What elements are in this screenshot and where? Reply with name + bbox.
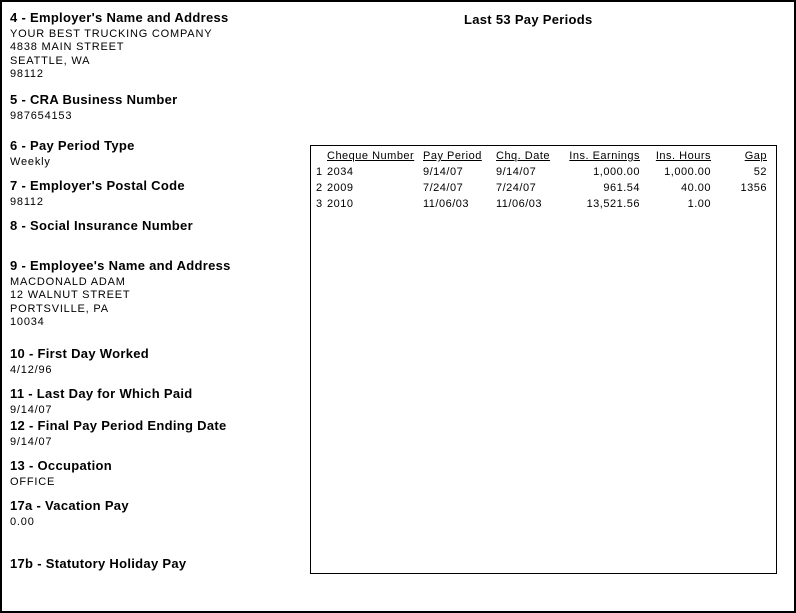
- field-values: Weekly: [10, 156, 135, 169]
- field-label: 17b - Statutory Holiday Pay: [10, 556, 187, 571]
- field-value-line: OFFICE: [10, 476, 56, 488]
- field-values: YOUR BEST TRUCKING COMPANY 4838 MAIN STR…: [10, 28, 229, 82]
- field-employer-postal-code: 7 - Employer's Postal Code 98112: [10, 178, 185, 209]
- field-value-line: 10034: [10, 316, 45, 329]
- col-header-cheque-number: Cheque Number: [327, 150, 415, 162]
- cell-cheque-number: 2034: [327, 166, 354, 178]
- pay-periods-title: Last 53 Pay Periods: [464, 12, 593, 27]
- table-header-row: Cheque Number Pay Period Chq. Date Ins. …: [311, 149, 776, 164]
- field-values: OFFICE: [10, 476, 112, 489]
- field-label: 10 - First Day Worked: [10, 346, 149, 361]
- row-number: 3: [316, 198, 323, 210]
- field-last-day-paid: 11 - Last Day for Which Paid 9/14/07: [10, 386, 193, 417]
- field-value-line: 12 WALNUT STREET: [10, 289, 131, 302]
- field-values: 987654153: [10, 110, 178, 123]
- cell-pay-period: 9/14/07: [423, 166, 464, 178]
- field-statutory-holiday-pay: 17b - Statutory Holiday Pay: [10, 556, 186, 571]
- field-label: 13 - Occupation: [10, 458, 113, 473]
- col-header-chq-date: Chq. Date: [496, 150, 551, 162]
- col-header-ins-earnings: Ins. Earnings: [569, 150, 640, 162]
- pay-periods-table: Cheque Number Pay Period Chq. Date Ins. …: [311, 149, 776, 212]
- cell-cheque-number: 2010: [327, 198, 354, 210]
- field-first-day-worked: 10 - First Day Worked 4/12/96: [10, 346, 149, 377]
- field-value-line: 9/14/07: [10, 404, 53, 416]
- col-header-ins-hours: Ins. Hours: [655, 150, 711, 162]
- field-value-line: YOUR BEST TRUCKING COMPANY: [10, 28, 213, 40]
- table-row: 3 2010 11/06/03 11/06/03 13,521.56 1.00: [311, 196, 776, 212]
- field-value-line: 0.00: [10, 516, 35, 528]
- cell-pay-period: 7/24/07: [423, 182, 464, 194]
- cell-gap: 52: [753, 166, 767, 178]
- field-value-line: 4838 MAIN STREET: [10, 41, 125, 54]
- field-occupation: 13 - Occupation OFFICE: [10, 458, 112, 489]
- cell-chq-date: 11/06/03: [496, 198, 543, 210]
- cell-chq-date: 9/14/07: [496, 166, 537, 178]
- field-label: 4 - Employer's Name and Address: [10, 10, 229, 25]
- field-label: 5 - CRA Business Number: [10, 92, 178, 107]
- table-row: 1 2034 9/14/07 9/14/07 1,000.00 1,000.00…: [311, 164, 776, 180]
- field-pay-period-type: 6 - Pay Period Type Weekly: [10, 138, 135, 169]
- row-number: 2: [316, 182, 323, 194]
- field-label: 6 - Pay Period Type: [10, 138, 135, 153]
- field-values: 9/14/07: [10, 404, 193, 417]
- cell-ins-earnings: 13,521.56: [586, 198, 640, 210]
- field-vacation-pay: 17a - Vacation Pay 0.00: [10, 498, 129, 529]
- col-header-gap: Gap: [744, 150, 767, 162]
- field-value-line: 98112: [10, 68, 44, 81]
- field-values: MACDONALD ADAM 12 WALNUT STREET PORTSVIL…: [10, 276, 231, 330]
- field-label: 7 - Employer's Postal Code: [10, 178, 185, 193]
- field-value-line: MACDONALD ADAM: [10, 276, 126, 288]
- field-value-line: 987654153: [10, 110, 73, 122]
- field-value-line: 4/12/96: [10, 364, 53, 376]
- field-label: 17a - Vacation Pay: [10, 498, 129, 513]
- field-values: 0.00: [10, 516, 129, 529]
- field-employer-name-address: 4 - Employer's Name and Address YOUR BES…: [10, 10, 229, 82]
- field-cra-business-number: 5 - CRA Business Number 987654153: [10, 92, 178, 123]
- field-label: 8 - Social Insurance Number: [10, 218, 193, 233]
- field-employee-name-address: 9 - Employee's Name and Address MACDONAL…: [10, 258, 231, 330]
- field-value-line: 98112: [10, 196, 44, 208]
- field-label: 11 - Last Day for Which Paid: [10, 386, 193, 401]
- cell-gap: [711, 196, 776, 212]
- cell-gap: 1356: [740, 182, 767, 194]
- field-values: 9/14/07: [10, 436, 227, 449]
- field-values: 98112: [10, 196, 185, 209]
- table-row: 2 2009 7/24/07 7/24/07 961.54 40.00 1356: [311, 180, 776, 196]
- field-value-line: 9/14/07: [10, 436, 53, 448]
- cell-ins-earnings: 1,000.00: [593, 166, 640, 178]
- field-values: 4/12/96: [10, 364, 149, 377]
- cell-chq-date: 7/24/07: [496, 182, 537, 194]
- col-header-pay-period: Pay Period: [423, 150, 482, 162]
- row-number: 1: [316, 166, 323, 178]
- cell-cheque-number: 2009: [327, 182, 354, 194]
- cell-ins-hours: 1,000.00: [664, 166, 711, 178]
- cell-pay-period: 11/06/03: [423, 198, 470, 210]
- field-value-line: PORTSVILLE, PA: [10, 302, 109, 315]
- cell-ins-hours: 40.00: [680, 182, 711, 194]
- field-social-insurance-number: 8 - Social Insurance Number: [10, 218, 193, 233]
- field-value-line: Weekly: [10, 156, 51, 168]
- cell-ins-earnings: 961.54: [603, 182, 640, 194]
- pay-periods-panel: Cheque Number Pay Period Chq. Date Ins. …: [310, 145, 777, 574]
- field-value-line: SEATTLE, WA: [10, 54, 91, 67]
- field-label: 12 - Final Pay Period Ending Date: [10, 418, 227, 433]
- field-final-pay-period-ending-date: 12 - Final Pay Period Ending Date 9/14/0…: [10, 418, 227, 449]
- field-label: 9 - Employee's Name and Address: [10, 258, 231, 273]
- col-header-rownum: [311, 149, 327, 164]
- cell-ins-hours: 1.00: [687, 198, 711, 210]
